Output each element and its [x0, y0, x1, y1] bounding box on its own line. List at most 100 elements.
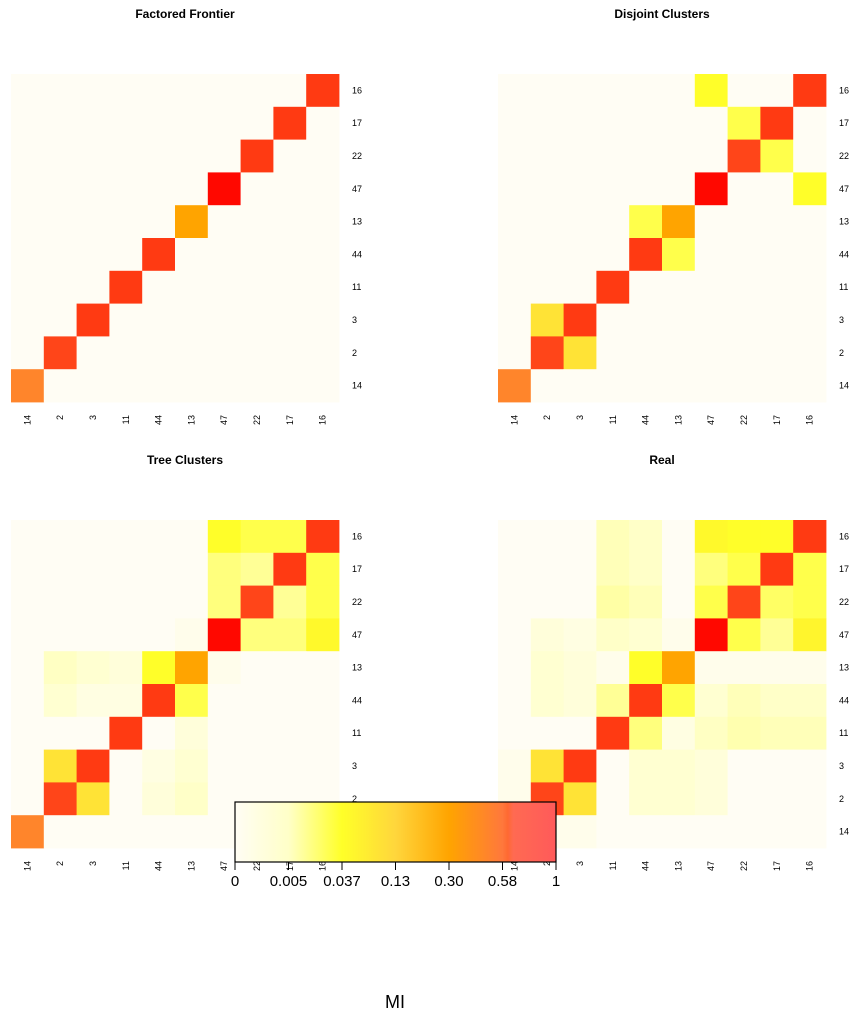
- heatmap-cell: [629, 303, 663, 337]
- heatmap-cell: [760, 172, 794, 206]
- heatmap-cell: [175, 172, 209, 206]
- heatmap-cell: [694, 303, 728, 337]
- y-tick-label: 11: [352, 282, 361, 292]
- colorbar-tick-label: 0.005: [270, 873, 308, 890]
- heatmap-cell: [629, 651, 663, 685]
- x-tick-label: 16: [805, 415, 815, 425]
- heatmap-cell: [76, 749, 110, 783]
- heatmap-cell: [498, 270, 532, 304]
- x-tick-label: 2: [542, 415, 552, 420]
- x-tick-label: 13: [186, 415, 196, 425]
- panel-title: Disjoint Clusters: [614, 7, 710, 21]
- heatmap-cell: [629, 520, 663, 554]
- heatmap-cell: [727, 520, 761, 554]
- heatmap-cell: [109, 74, 143, 108]
- heatmap-cell: [498, 585, 532, 619]
- heatmap-cell: [109, 303, 143, 337]
- y-tick-label: 17: [352, 564, 362, 574]
- heatmap-cell: [109, 651, 143, 685]
- heatmap-cell: [175, 749, 209, 783]
- x-tick-label: 22: [739, 415, 749, 425]
- heatmap-cell: [530, 106, 564, 140]
- heatmap-cell: [43, 238, 77, 272]
- heatmap-cell: [596, 139, 630, 173]
- heatmap-cell: [43, 749, 77, 783]
- heatmap-cell: [727, 205, 761, 239]
- heatmap-cell: [273, 303, 307, 337]
- heatmap-cell: [306, 684, 340, 718]
- y-tick-label: 2: [352, 794, 357, 804]
- heatmap-cell: [109, 585, 143, 619]
- y-tick-label: 22: [352, 151, 362, 161]
- x-tick-label: 22: [252, 861, 262, 871]
- heatmap-cell: [207, 369, 241, 403]
- heatmap-cell: [240, 716, 274, 750]
- heatmap-cell: [240, 172, 274, 206]
- panel-title: Real: [649, 453, 674, 467]
- heatmap-cell: [793, 139, 827, 173]
- heatmap-cell: [793, 585, 827, 619]
- heatmap-cell: [727, 238, 761, 272]
- heatmap-cell: [563, 749, 597, 783]
- heatmap-cell: [498, 238, 532, 272]
- heatmap-cell: [109, 815, 143, 849]
- heatmap-cell: [240, 238, 274, 272]
- heatmap-cell: [109, 172, 143, 206]
- heatmap-cell: [694, 585, 728, 619]
- heatmap-cell: [793, 716, 827, 750]
- heatmap-cell: [563, 205, 597, 239]
- y-tick-label: 14: [352, 381, 362, 391]
- y-tick-label: 44: [352, 249, 362, 259]
- heatmap-panel: Real 16 17 22 47 13 44 11 3 2 14 14 2 3 11 44 13 47 22 17 16: [498, 453, 849, 871]
- heatmap-cell: [629, 270, 663, 304]
- heatmap-cell: [563, 74, 597, 108]
- heatmap-cell: [11, 684, 45, 718]
- heatmap-cell: [498, 106, 532, 140]
- x-tick-label: 3: [88, 861, 98, 866]
- x-tick-label: 44: [641, 861, 651, 871]
- heatmap-cell: [727, 552, 761, 586]
- heatmap-cell: [694, 172, 728, 206]
- heatmap-cell: [273, 172, 307, 206]
- x-tick-label: 17: [285, 415, 295, 425]
- heatmap-cell: [175, 782, 209, 816]
- x-tick-label: 14: [22, 861, 32, 871]
- heatmap-cell: [793, 749, 827, 783]
- heatmap-cell: [273, 684, 307, 718]
- heatmap-cell: [662, 270, 696, 304]
- x-tick-label: 3: [575, 861, 585, 866]
- heatmap-cell: [306, 585, 340, 619]
- y-tick-label: 16: [352, 531, 362, 541]
- heatmap-cell: [629, 106, 663, 140]
- y-tick-label: 2: [839, 348, 844, 358]
- heatmap-cell: [142, 139, 176, 173]
- heatmap-cell: [43, 552, 77, 586]
- heatmap-cell: [175, 336, 209, 370]
- x-tick-label: 3: [575, 415, 585, 420]
- heatmap-cell: [175, 270, 209, 304]
- heatmap-cell: [530, 618, 564, 652]
- heatmap-cell: [76, 651, 110, 685]
- heatmap-cell: [727, 369, 761, 403]
- heatmap-cell: [629, 172, 663, 206]
- heatmap-cell: [11, 782, 45, 816]
- heatmap-cell: [760, 684, 794, 718]
- heatmap-cell: [11, 520, 45, 554]
- x-tick-label: 44: [154, 415, 164, 425]
- heatmap-cell: [11, 303, 45, 337]
- heatmap-cell: [498, 651, 532, 685]
- heatmap-cell: [207, 172, 241, 206]
- colorbar-tick-label: 0: [231, 873, 239, 890]
- heatmap-cell: [76, 106, 110, 140]
- heatmap-cell: [629, 205, 663, 239]
- heatmap-cell: [207, 205, 241, 239]
- heatmap-cell: [207, 552, 241, 586]
- heatmap-cell: [175, 238, 209, 272]
- heatmap-cell: [76, 815, 110, 849]
- heatmap-cell: [240, 552, 274, 586]
- heatmap-cell: [662, 749, 696, 783]
- heatmap-cell: [694, 618, 728, 652]
- heatmap-cell: [306, 369, 340, 403]
- heatmap-cell: [273, 552, 307, 586]
- colorbar-gradient: [234, 801, 557, 863]
